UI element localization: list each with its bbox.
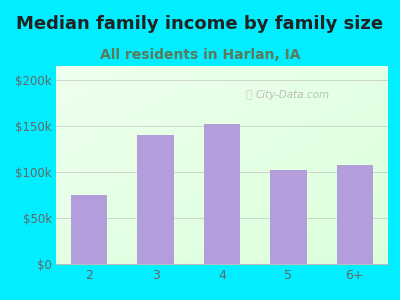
Text: All residents in Harlan, IA: All residents in Harlan, IA — [100, 48, 300, 62]
Bar — [204, 124, 240, 264]
Text: Median family income by family size: Median family income by family size — [16, 15, 384, 33]
Bar — [137, 135, 174, 264]
Bar — [336, 166, 373, 264]
Text: ⓘ: ⓘ — [245, 90, 252, 100]
Bar — [71, 195, 108, 264]
Text: City-Data.com: City-Data.com — [255, 90, 329, 100]
Bar — [270, 170, 307, 264]
